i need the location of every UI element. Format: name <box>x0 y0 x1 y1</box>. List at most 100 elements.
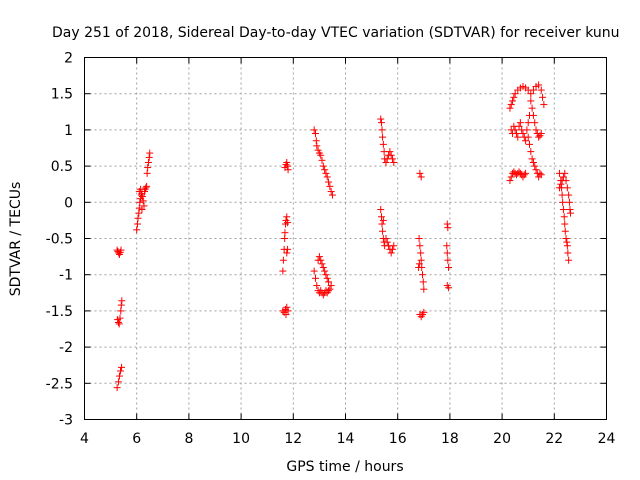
data-point <box>445 263 453 271</box>
data-point <box>116 314 124 322</box>
y-tick-label: 2 <box>64 51 73 67</box>
data-point <box>284 166 292 174</box>
data-point <box>420 308 428 316</box>
data-point <box>135 209 143 217</box>
data-point <box>537 86 545 94</box>
data-point <box>524 133 532 141</box>
data-point <box>559 198 567 206</box>
data-point <box>507 173 515 181</box>
y-tick-label: 0 <box>64 195 73 211</box>
data-point <box>560 213 568 221</box>
data-point <box>311 130 319 138</box>
data-point <box>509 97 517 105</box>
data-point <box>524 119 532 127</box>
grid <box>84 57 607 420</box>
data-point <box>559 173 567 181</box>
data-point <box>319 162 327 170</box>
data-point <box>323 274 331 282</box>
data-point <box>529 111 537 119</box>
y-axis-label: SDTVAR / TECUs <box>8 182 24 297</box>
data-point <box>322 271 330 279</box>
data-point <box>445 284 453 292</box>
data-point <box>563 238 571 246</box>
x-tick-label: 24 <box>598 431 616 447</box>
y-tick-label: -2.5 <box>46 376 73 392</box>
x-tick-label: 12 <box>284 431 302 447</box>
data-point <box>388 245 396 253</box>
data-point <box>558 191 566 199</box>
data-point <box>515 122 523 130</box>
data-point <box>561 227 569 235</box>
data-point <box>317 256 325 264</box>
data-point <box>565 191 573 199</box>
data-point <box>561 220 569 228</box>
data-point <box>114 318 122 326</box>
data-point <box>417 256 425 264</box>
x-axis-label: GPS time / hours <box>286 459 403 475</box>
x-tick-labels: 4 6 8 10 12 14 16 18 20 22 24 <box>80 431 615 447</box>
data-point <box>114 378 122 386</box>
data-point <box>390 242 398 250</box>
data-point <box>416 169 424 177</box>
x-tick-label: 14 <box>337 431 355 447</box>
y-tick-labels: -3 -2.5 -2 -1.5 -1 -0.5 0 0.5 1 1.5 2 <box>46 51 73 429</box>
data-point <box>144 158 152 166</box>
data-point <box>283 158 291 166</box>
data-point <box>317 151 325 159</box>
data-point <box>520 171 528 179</box>
data-point <box>117 307 125 315</box>
data-point <box>528 104 536 112</box>
data-point <box>528 155 536 163</box>
data-point <box>145 153 153 161</box>
data-point <box>118 297 126 305</box>
data-point <box>387 151 395 159</box>
x-tick-label: 16 <box>389 431 407 447</box>
data-point <box>415 260 423 268</box>
y-tick-label: -1.5 <box>46 304 73 320</box>
data-point <box>313 282 321 290</box>
data-point <box>526 140 534 148</box>
data-point <box>419 278 427 286</box>
data-point <box>566 206 574 214</box>
data-point <box>283 303 291 311</box>
data-point <box>527 90 535 98</box>
x-tick-label: 6 <box>132 431 141 447</box>
data-point <box>133 220 141 228</box>
data-point <box>143 182 151 190</box>
data-point <box>537 130 545 138</box>
data-point <box>527 148 535 156</box>
data-point <box>133 226 141 234</box>
data-point <box>325 287 333 295</box>
data-point <box>117 246 125 254</box>
data-point <box>379 133 387 141</box>
data-point <box>519 130 527 138</box>
data-point <box>378 220 386 228</box>
data-point <box>326 285 334 293</box>
x-tick-label: 20 <box>493 431 511 447</box>
data-point <box>318 156 326 164</box>
data-point <box>388 155 396 163</box>
data-point <box>377 115 385 123</box>
data-point <box>386 148 394 156</box>
data-point <box>529 158 537 166</box>
data-point <box>537 171 545 179</box>
data-point <box>284 245 292 253</box>
data-point <box>562 235 570 242</box>
data-point <box>113 384 121 392</box>
data-point <box>516 119 524 127</box>
data-point <box>279 267 287 275</box>
data-point <box>138 193 146 201</box>
data-point <box>390 158 398 166</box>
data-point <box>507 101 515 109</box>
data-point <box>522 169 530 177</box>
data-point <box>535 81 543 89</box>
y-tick-label: -2 <box>59 340 73 356</box>
data-point <box>443 242 451 250</box>
data-point <box>387 249 395 257</box>
data-point <box>327 187 335 195</box>
x-tick-label: 8 <box>184 431 193 447</box>
data-point <box>522 137 530 145</box>
data-point <box>284 307 292 315</box>
data-point <box>565 256 573 264</box>
